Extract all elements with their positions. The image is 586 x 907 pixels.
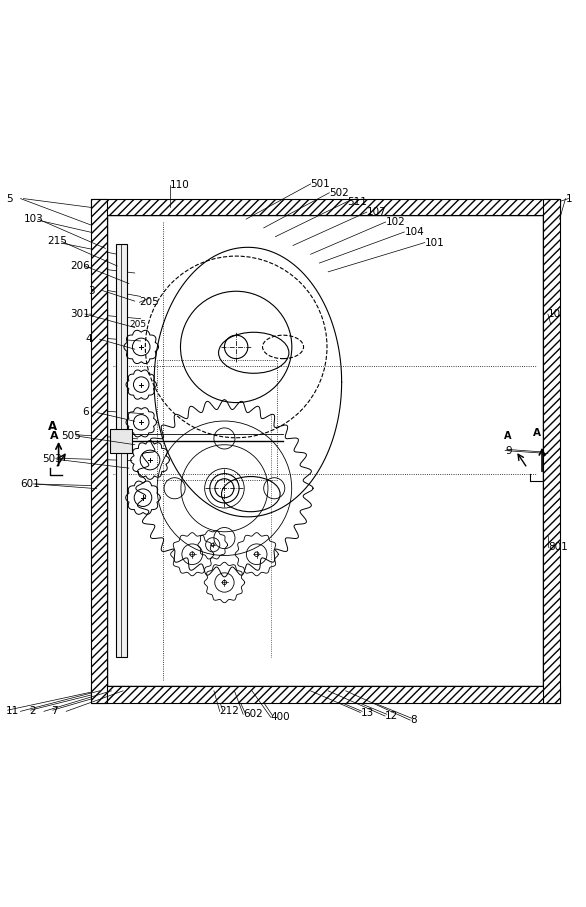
Text: 13: 13 xyxy=(360,707,374,717)
Bar xyxy=(107,215,543,686)
Bar xyxy=(91,199,560,215)
Text: 1: 1 xyxy=(565,193,572,203)
Text: 101: 101 xyxy=(425,238,445,248)
Text: 9: 9 xyxy=(505,445,512,455)
Text: 601: 601 xyxy=(21,479,40,489)
Text: 103: 103 xyxy=(23,214,43,224)
Text: 4: 4 xyxy=(85,335,91,345)
Text: 11: 11 xyxy=(6,707,19,717)
Text: A: A xyxy=(48,420,57,434)
Bar xyxy=(91,686,560,703)
Text: 400: 400 xyxy=(271,712,290,722)
Text: 6: 6 xyxy=(82,407,88,417)
Text: 205: 205 xyxy=(130,320,146,329)
Text: 801: 801 xyxy=(548,542,568,552)
Text: 501: 501 xyxy=(311,179,331,189)
Bar xyxy=(91,686,560,703)
Text: 206: 206 xyxy=(70,261,90,271)
Text: A: A xyxy=(533,428,541,438)
Text: 104: 104 xyxy=(404,227,424,237)
Text: 8: 8 xyxy=(410,715,417,725)
Bar xyxy=(110,429,132,453)
Text: 10: 10 xyxy=(548,309,561,319)
Text: 205: 205 xyxy=(139,297,159,307)
Text: 502: 502 xyxy=(329,188,349,198)
Text: 107: 107 xyxy=(367,207,387,217)
Text: 3: 3 xyxy=(88,286,94,296)
Text: 505: 505 xyxy=(62,431,81,441)
Text: 215: 215 xyxy=(47,237,67,247)
Bar xyxy=(91,199,107,703)
Text: 12: 12 xyxy=(385,711,398,721)
Bar xyxy=(543,199,560,703)
Text: 5: 5 xyxy=(6,193,12,203)
Bar xyxy=(157,360,277,480)
Text: 301: 301 xyxy=(70,309,90,319)
Text: 602: 602 xyxy=(243,709,263,719)
Bar xyxy=(91,199,107,703)
Bar xyxy=(543,199,560,703)
Text: 102: 102 xyxy=(386,217,406,227)
Text: 2: 2 xyxy=(29,707,36,717)
Text: 110: 110 xyxy=(170,180,190,190)
Text: 212: 212 xyxy=(220,707,240,717)
Text: A: A xyxy=(504,431,512,441)
Text: 503: 503 xyxy=(42,454,62,464)
Text: A: A xyxy=(50,431,59,441)
Text: 511: 511 xyxy=(347,197,367,207)
Bar xyxy=(91,199,560,215)
Text: 7: 7 xyxy=(52,707,58,717)
Bar xyxy=(116,244,127,657)
